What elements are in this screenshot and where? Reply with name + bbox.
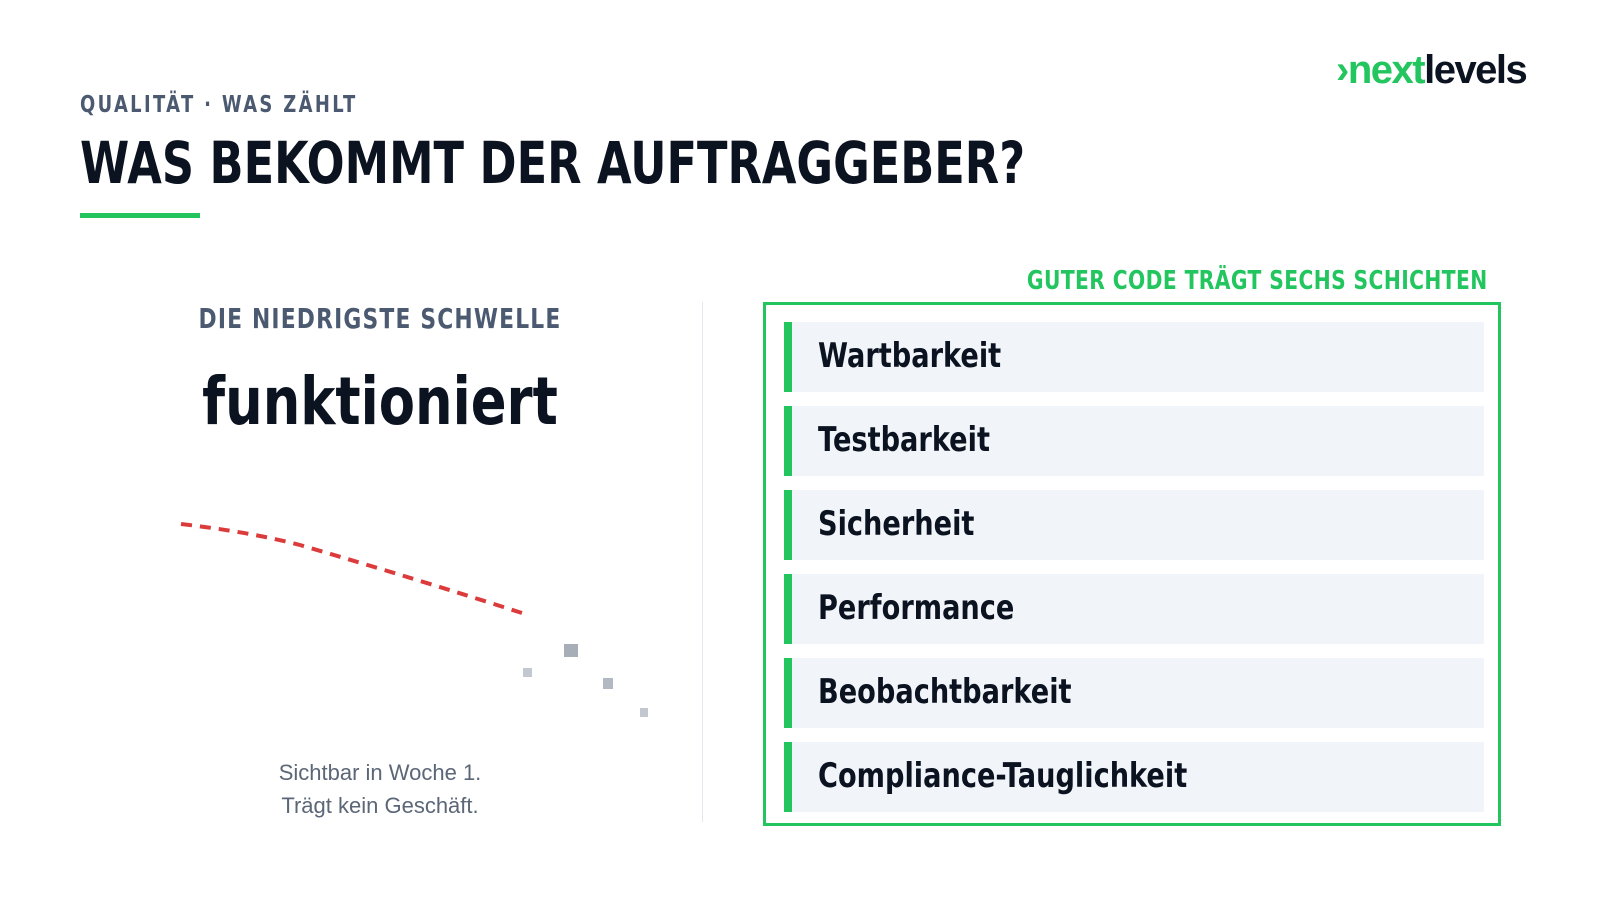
layer-item: Wartbarkeit [784,322,1484,392]
layer-label: Beobachtbarkeit [818,672,1072,712]
fragment-square-1 [564,644,578,657]
fragment-square-2 [523,668,532,677]
section-eyebrow: QUALITÄT · WAS ZÄHLT [80,92,358,118]
layer-label: Performance [818,588,1015,628]
layer-item: Performance [784,574,1484,644]
logo-text-levels: levels [1424,48,1528,92]
layer-label: Compliance-Tauglichkeit [818,756,1188,796]
threshold-heading: DIE NIEDRIGSTE SCHWELLE [198,302,562,335]
threshold-word: funktioniert [202,363,558,440]
layers-label: GUTER CODE TRÄGT SECHS SCHICHTEN [1027,266,1488,296]
layers-box: Wartbarkeit Testbarkeit Sicherheit Perfo… [763,302,1501,826]
threshold-caption: Sichtbar in Woche 1. Trägt kein Geschäft… [80,756,680,822]
page-title: WAS BEKOMMT DER AUFTRAGGEBER? [80,129,1026,197]
layer-label: Sicherheit [818,504,975,544]
fragment-square-3 [603,678,613,689]
brand-logo: ›nextlevels [1336,48,1528,92]
layer-label: Wartbarkeit [818,336,1002,376]
logo-text-next: next [1347,48,1426,92]
layer-label: Testbarkeit [818,420,990,460]
layer-item: Sicherheit [784,490,1484,560]
caption-line-1: Sichtbar in Woche 1. [278,760,482,785]
caption-line-2: Trägt kein Geschäft. [281,793,479,818]
title-underline [80,213,200,218]
layer-item: Compliance-Tauglichkeit [784,742,1484,812]
fragment-square-4 [640,708,648,717]
declining-dashed-line [180,522,526,616]
layer-item: Beobachtbarkeit [784,658,1484,728]
panel-divider [702,302,703,822]
logo-chevron: › [1336,48,1349,92]
layer-item: Testbarkeit [784,406,1484,476]
